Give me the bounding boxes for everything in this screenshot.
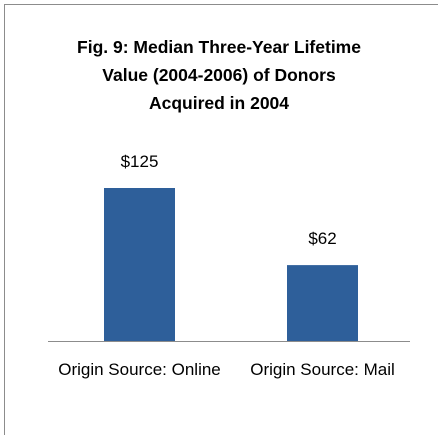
x-tick-label: Origin Source: Mail xyxy=(250,360,395,379)
data-label: $125 xyxy=(120,152,159,171)
bar xyxy=(104,188,175,341)
frame-border xyxy=(4,4,438,435)
chart-title: Fig. 9: Median Three-Year Lifetime Value… xyxy=(77,37,361,113)
data-label: $62 xyxy=(308,229,337,249)
bar xyxy=(287,265,358,341)
x-tick-label: Origin Source: Online xyxy=(58,360,221,379)
